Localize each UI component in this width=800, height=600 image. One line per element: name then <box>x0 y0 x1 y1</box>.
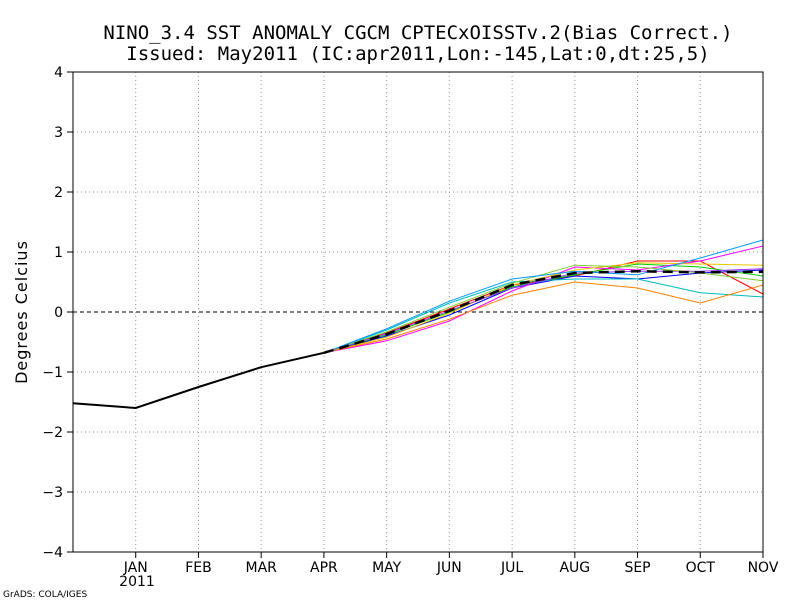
y-tick-label: 0 <box>54 305 63 321</box>
y-axis-label: Degrees Celcius <box>12 240 31 384</box>
x-tick-label: MAR <box>245 560 277 576</box>
x-tick-label: FEB <box>185 560 212 576</box>
x-tick-label: JUL <box>500 560 523 576</box>
x-axis: JAN FEB MAR APR MAY JUN JUL AUG SEP OCT NOV <box>123 552 779 576</box>
x-tick-label: OCT <box>686 560 716 576</box>
series-line-member-7 <box>323 281 764 354</box>
x-tick-label: AUG <box>559 560 590 576</box>
series-line-member-10 <box>323 239 764 354</box>
y-tick-label: 4 <box>54 65 63 81</box>
x-tick-label: JUN <box>436 560 462 576</box>
series-line-member-8 <box>323 268 764 354</box>
series-line-member-6 <box>323 262 764 354</box>
observed-series <box>72 351 325 410</box>
y-tick-label: −3 <box>42 485 63 501</box>
series-line-observed <box>72 351 325 410</box>
y-tick-label: 3 <box>54 125 63 141</box>
x-tick-label: MAY <box>372 560 402 576</box>
series-line-member-9 <box>323 264 764 354</box>
y-tick-label: −2 <box>42 425 63 441</box>
series-line-ensemble-mean <box>323 269 764 354</box>
ensemble-mean <box>323 269 764 354</box>
y-tick-label: −4 <box>42 545 63 561</box>
y-tick-label: 2 <box>54 185 63 201</box>
chart-title-line-1: NINO_3.4 SST ANOMALY CGCM CPTECxOISSTv.2… <box>103 22 732 44</box>
chart-title-line-2: Issued: May2011 (IC:apr2011,Lon:-145,Lat… <box>126 43 709 65</box>
series-line-member-5 <box>323 245 764 354</box>
y-axis: 4 3 2 1 0 −1 −2 −3 −4 <box>42 65 73 561</box>
series-line-member-3 <box>323 269 764 354</box>
y-tick-label: −1 <box>42 365 63 381</box>
ensemble-members <box>323 239 764 354</box>
x-tick-label: NOV <box>748 560 779 576</box>
series-line-member-4 <box>323 278 764 354</box>
x-tick-label: APR <box>310 560 338 576</box>
grid-lines <box>73 72 763 552</box>
y-tick-label: 1 <box>54 245 63 261</box>
footer-credit: GrADS: COLA/IGES <box>3 590 87 600</box>
year-label: 2011 <box>119 574 155 590</box>
x-tick-label: JAN <box>123 560 148 576</box>
x-tick-label: SEP <box>624 560 650 576</box>
